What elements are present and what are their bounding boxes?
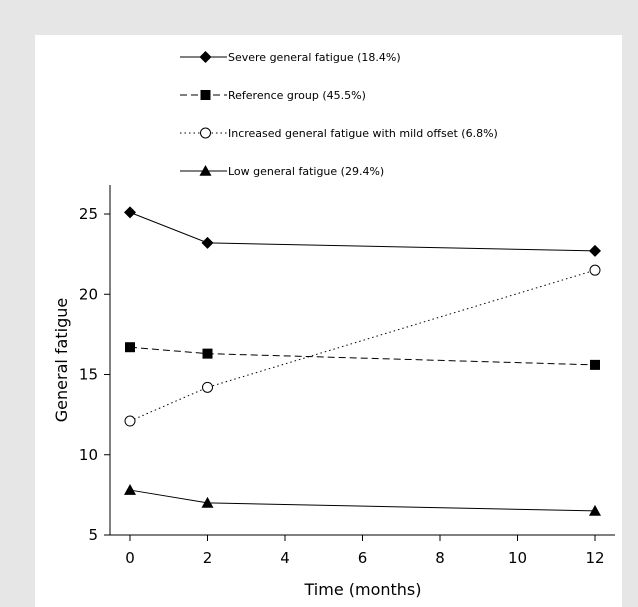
legend: Severe general fatigue (18.4%) Reference … bbox=[180, 51, 498, 178]
data-point bbox=[589, 264, 601, 276]
series-1 bbox=[124, 206, 601, 257]
legend-item: Low general fatigue (29.4%) bbox=[180, 165, 384, 178]
legend-item: Increased general fatigue with mild offs… bbox=[180, 127, 498, 140]
legend-item: Reference group (45.5%) bbox=[180, 89, 366, 102]
x-tick-label: 2 bbox=[203, 549, 213, 567]
series-4 bbox=[124, 484, 601, 516]
data-point bbox=[589, 244, 601, 257]
legend-marker bbox=[199, 165, 212, 176]
data-point bbox=[124, 415, 136, 427]
line-chart: Severe general fatigue (18.4%) Reference … bbox=[52, 51, 615, 599]
legend-label: Low general fatigue (29.4%) bbox=[228, 165, 384, 178]
data-point bbox=[201, 496, 214, 508]
x-tick-label: 4 bbox=[280, 549, 290, 567]
x-tick-label: 6 bbox=[358, 549, 368, 567]
legend-marker bbox=[199, 51, 212, 63]
legend-label: Increased general fatigue with mild offs… bbox=[228, 127, 498, 140]
plot-area bbox=[124, 206, 601, 516]
x-ticks: 0 2 4 6 8 10 12 bbox=[125, 535, 605, 567]
axes: 5 10 15 20 25 0 2 4 6 8 10 12 Time (months) Genera… bbox=[52, 185, 615, 599]
data-point bbox=[590, 359, 600, 370]
y-tick-label: 20 bbox=[79, 285, 98, 303]
series-3 bbox=[124, 264, 601, 427]
legend-marker bbox=[200, 90, 211, 100]
y-tick-label: 10 bbox=[79, 446, 98, 464]
chart-panel: Severe general fatigue (18.4%) Reference … bbox=[35, 35, 622, 607]
x-tick-label: 8 bbox=[435, 549, 445, 567]
data-point bbox=[202, 381, 213, 393]
data-point bbox=[201, 236, 214, 249]
x-tick-label: 10 bbox=[508, 549, 527, 567]
data-point bbox=[124, 484, 136, 495]
data-point bbox=[589, 504, 601, 516]
series-line bbox=[129, 269, 596, 422]
legend-label: Reference group (45.5%) bbox=[228, 89, 366, 102]
x-axis-title: Time (months) bbox=[304, 580, 422, 599]
legend-marker bbox=[200, 127, 211, 139]
y-tick-label: 25 bbox=[79, 205, 98, 223]
x-tick-label: 12 bbox=[585, 549, 604, 567]
data-point bbox=[125, 342, 135, 353]
legend-item: Severe general fatigue (18.4%) bbox=[180, 51, 401, 64]
series-line bbox=[129, 489, 596, 512]
y-ticks: 5 10 15 20 25 bbox=[79, 205, 110, 544]
y-tick-label: 5 bbox=[88, 526, 98, 544]
data-point bbox=[202, 348, 213, 359]
data-point bbox=[124, 206, 136, 219]
legend-label: Severe general fatigue (18.4%) bbox=[228, 51, 401, 64]
series-line bbox=[129, 211, 596, 252]
y-tick-label: 15 bbox=[79, 366, 98, 384]
series-2 bbox=[125, 342, 600, 370]
y-axis-title: General fatigue bbox=[52, 298, 71, 422]
x-tick-label: 0 bbox=[125, 549, 135, 567]
series-line bbox=[129, 346, 596, 366]
